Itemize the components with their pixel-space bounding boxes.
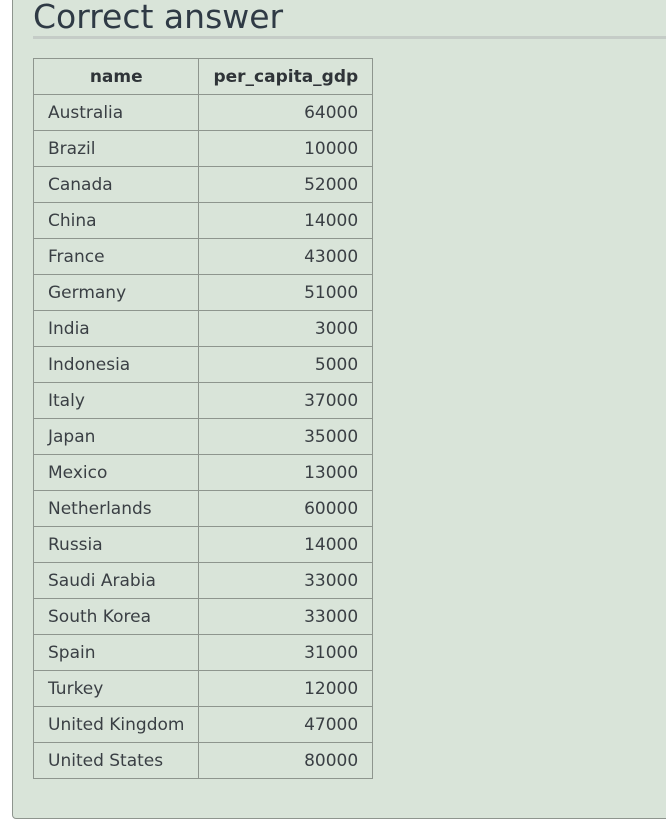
column-header-per-capita-gdp: per_capita_gdp	[198, 58, 374, 95]
cell-name: Russia	[32, 526, 200, 563]
cell-per-capita-gdp: 3000	[198, 310, 374, 347]
heading-divider	[33, 36, 666, 39]
cell-name: Brazil	[32, 130, 200, 167]
table-row: United Kingdom 47000	[32, 706, 374, 743]
cell-name: South Korea	[32, 598, 200, 635]
cell-name: Saudi Arabia	[32, 562, 200, 599]
cell-per-capita-gdp: 43000	[198, 238, 374, 275]
table-row: Germany 51000	[32, 274, 374, 311]
cell-name: Canada	[32, 166, 200, 203]
cell-per-capita-gdp: 80000	[198, 742, 374, 779]
cell-per-capita-gdp: 14000	[198, 202, 374, 239]
cell-name: Spain	[32, 634, 200, 671]
table-row: China 14000	[32, 202, 374, 239]
cell-name: China	[32, 202, 200, 239]
table-row: Spain 31000	[32, 634, 374, 671]
cell-name: India	[32, 310, 200, 347]
cell-name: Japan	[32, 418, 200, 455]
table-body: Australia 64000 Brazil 10000 Canada 52000 C…	[32, 94, 374, 779]
cell-name: Turkey	[32, 670, 200, 707]
table-row: India 3000	[32, 310, 374, 347]
cell-name: Netherlands	[32, 490, 200, 527]
cell-per-capita-gdp: 12000	[198, 670, 374, 707]
table-row: Canada 52000	[32, 166, 374, 203]
cell-name: Italy	[32, 382, 200, 419]
table-row: Mexico 13000	[32, 454, 374, 491]
table-row: Netherlands 60000	[32, 490, 374, 527]
cell-per-capita-gdp: 13000	[198, 454, 374, 491]
cell-per-capita-gdp: 5000	[198, 346, 374, 383]
cell-name: France	[32, 238, 200, 275]
table-header-row: name per_capita_gdp	[32, 58, 374, 95]
cell-per-capita-gdp: 35000	[198, 418, 374, 455]
cell-per-capita-gdp: 60000	[198, 490, 374, 527]
cell-per-capita-gdp: 31000	[198, 634, 374, 671]
cell-per-capita-gdp: 51000	[198, 274, 374, 311]
cell-per-capita-gdp: 10000	[198, 130, 374, 167]
table-row: United States 80000	[32, 742, 374, 779]
table-row: Japan 35000	[32, 418, 374, 455]
table-row: Brazil 10000	[32, 130, 374, 167]
cell-per-capita-gdp: 14000	[198, 526, 374, 563]
cell-per-capita-gdp: 47000	[198, 706, 374, 743]
column-header-name: name	[32, 58, 200, 95]
result-table: name per_capita_gdp Australia 64000 Brazi…	[32, 58, 374, 779]
table-row: Italy 37000	[32, 382, 374, 419]
cell-per-capita-gdp: 37000	[198, 382, 374, 419]
cell-name: Indonesia	[32, 346, 200, 383]
table-row: Saudi Arabia 33000	[32, 562, 374, 599]
cell-name: Mexico	[32, 454, 200, 491]
table-row: France 43000	[32, 238, 374, 275]
table-row: Russia 14000	[32, 526, 374, 563]
cell-name: Australia	[32, 94, 200, 131]
cell-name: Germany	[32, 274, 200, 311]
table-row: Indonesia 5000	[32, 346, 374, 383]
cell-name: United Kingdom	[32, 706, 200, 743]
cell-per-capita-gdp: 64000	[198, 94, 374, 131]
table-row: South Korea 33000	[32, 598, 374, 635]
table-row: Turkey 12000	[32, 670, 374, 707]
cell-per-capita-gdp: 33000	[198, 598, 374, 635]
panel-heading: Correct answer	[33, 0, 284, 36]
table-row: Australia 64000	[32, 94, 374, 131]
cell-per-capita-gdp: 52000	[198, 166, 374, 203]
cell-name: United States	[32, 742, 200, 779]
cell-per-capita-gdp: 33000	[198, 562, 374, 599]
correct-answer-panel: Correct answer name per_capita_gdp Austr…	[12, 0, 666, 819]
